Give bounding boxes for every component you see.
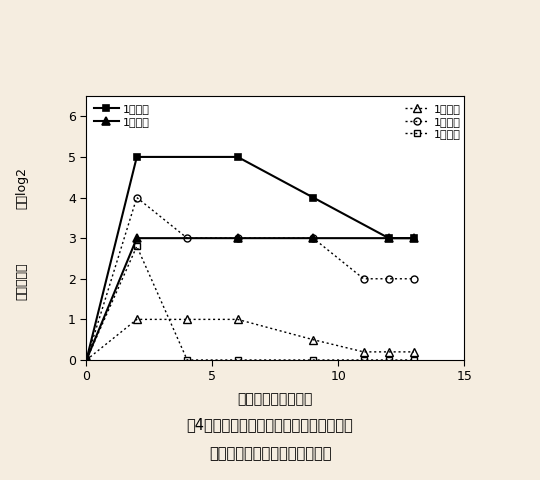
Text: １０log2: １０log2	[15, 168, 28, 209]
Legend: 1回接種, 1回接種, 1回接種: 1回接種, 1回接種, 1回接種	[402, 102, 463, 142]
Text: 抗　体　価: 抗 体 価	[15, 262, 28, 300]
X-axis label: 接　種　後　週　数: 接 種 後 週 数	[238, 392, 313, 406]
Text: 围4　牛パラインフルエンザワクチン接種: 围4 牛パラインフルエンザワクチン接種	[187, 417, 353, 432]
Text: 後の血球凝集抑制抗体価の推移: 後の血球凝集抑制抗体価の推移	[209, 446, 331, 461]
